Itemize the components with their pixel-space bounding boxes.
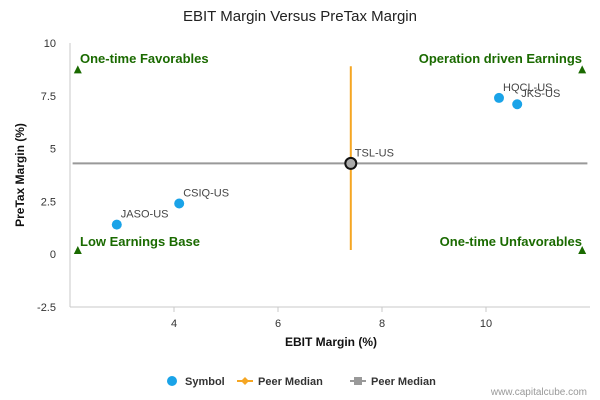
y-tick-label: 0 <box>50 249 56 261</box>
data-point <box>111 219 122 230</box>
quadrant-marker-icon <box>578 65 587 74</box>
legend-label: Symbol <box>185 376 225 388</box>
data-point <box>512 99 523 110</box>
chart-title: EBIT Margin Versus PreTax Margin <box>183 8 417 25</box>
x-tick-label: 4 <box>171 318 177 330</box>
quadrant-marker-icon <box>578 245 587 254</box>
quadrant-label: Operation driven Earnings <box>419 51 582 66</box>
x-tick-label: 6 <box>275 318 281 330</box>
legend-symbol-icon <box>167 376 177 386</box>
data-point-label: JKS-US <box>521 88 560 100</box>
highlight-point-label: TSL-US <box>355 147 394 159</box>
y-tick-label: 5 <box>50 144 56 156</box>
data-point <box>494 92 504 103</box>
data-point-label: CSIQ-US <box>183 188 229 200</box>
y-tick-label: 10 <box>44 38 56 50</box>
quadrant-label: One-time Favorables <box>80 51 209 66</box>
data-point-label: HQCL-US <box>503 82 553 94</box>
credit-text: www.capitalcube.com <box>490 387 587 398</box>
quadrant-label: One-time Unfavorables <box>440 234 582 249</box>
data-point-label: JASO-US <box>121 209 169 221</box>
quadrant-marker-icon <box>73 65 82 74</box>
y-tick-label: 2.5 <box>41 196 56 208</box>
y-axis-title: PreTax Margin (%) <box>13 123 27 227</box>
y-tick-label: -2.5 <box>37 302 56 314</box>
x-axis-title: EBIT Margin (%) <box>285 335 377 349</box>
x-tick-label: 8 <box>379 318 385 330</box>
data-point <box>174 198 185 209</box>
quadrant-label: Low Earnings Base <box>80 234 200 249</box>
legend-square-icon <box>354 377 362 385</box>
y-tick-label: 7.5 <box>41 91 56 103</box>
legend-label: Peer Median <box>371 376 436 388</box>
legend-diamond-icon <box>241 377 249 385</box>
quadrant-marker-icon <box>73 245 82 254</box>
highlight-point <box>344 156 358 170</box>
x-tick-label: 10 <box>480 318 492 330</box>
legend-label: Peer Median <box>258 376 323 388</box>
